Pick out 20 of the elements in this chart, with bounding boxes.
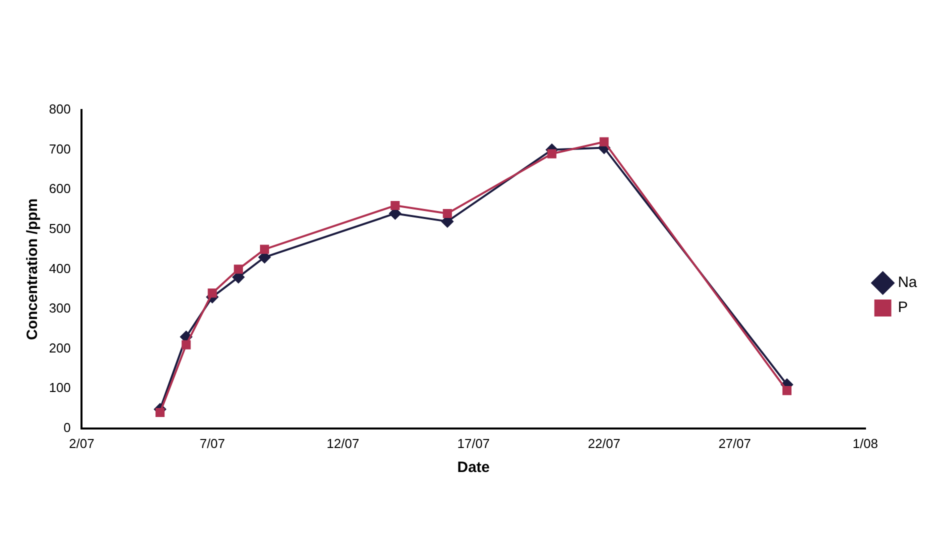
y-tick-label: 700 [48,141,71,156]
y-tick-label: 0 [63,420,71,435]
y-tick-label: 400 [48,260,71,276]
y-tick-label: 300 [48,300,71,316]
legend-label: P [898,299,908,316]
y-tick-label: 200 [48,340,71,356]
x-tick-label: 7/07 [200,436,225,451]
legend-label: Na [898,274,918,292]
y-tick-label: 100 [48,380,71,396]
x-tick-label: 27/07 [718,436,751,451]
x-axis-title: Date [457,459,490,476]
y-tick-label: 600 [48,181,71,196]
y-tick-label: 800 [48,102,71,117]
x-tick-label: 1/08 [852,436,878,451]
x-tick-label: 12/07 [326,436,360,451]
y-tick-label: 500 [48,220,71,236]
y-axis-title: Concentration /ppm [24,198,42,340]
x-tick-label: 17/07 [457,436,490,451]
x-tick-label: 2/07 [69,436,94,451]
x-tick-label: 22/07 [588,436,620,451]
